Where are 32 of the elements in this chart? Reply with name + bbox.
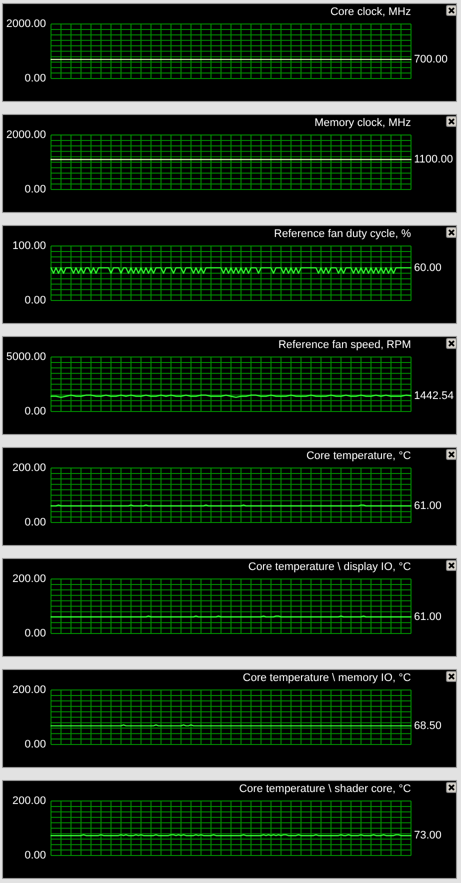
y-tick-label: 200.00 [12, 684, 46, 696]
y-tick-label: 0.00 [24, 850, 46, 862]
data-label: 1442.54 [414, 390, 454, 402]
chart-title: Core temperature \ shader core, °C [239, 783, 412, 795]
y-tick-label: 0.00 [24, 516, 46, 528]
y-tick-label: 2000.00 [6, 129, 46, 141]
y-tick-label: 5000.00 [6, 351, 46, 363]
y-tick-label: 0.00 [24, 294, 46, 306]
data-label: 700.00 [414, 53, 448, 66]
chart-title: Core clock, MHz [330, 6, 411, 18]
y-tick-label: 2000.00 [6, 18, 46, 30]
data-label: 68.50 [414, 720, 442, 732]
y-tick-label: 100.00 [12, 240, 46, 252]
chart-title: Core temperature \ display IO, °C [248, 561, 412, 573]
y-tick-label: 0.00 [24, 628, 46, 640]
data-label: 60.00 [414, 262, 442, 274]
chart-title: Memory clock, MHz [314, 117, 411, 129]
y-tick-label: 0.00 [24, 72, 46, 84]
data-label: 73.00 [414, 830, 442, 842]
data-label: 61.00 [414, 500, 442, 512]
y-tick-label: 200.00 [12, 462, 46, 474]
y-tick-label: 200.00 [12, 795, 46, 807]
y-tick-label: 0.00 [24, 406, 46, 418]
chart-title: Core temperature, °C [306, 450, 412, 462]
y-tick-label: 0.00 [24, 738, 46, 750]
data-label: 61.00 [414, 610, 442, 623]
chart-title: Core temperature \ memory IO, °C [242, 672, 412, 684]
chart-title: Reference fan speed, RPM [278, 339, 411, 351]
chart-title: Reference fan duty cycle, % [274, 228, 412, 240]
y-tick-label: 0.00 [24, 184, 46, 196]
data-label: 1100.00 [414, 154, 453, 166]
y-tick-label: 200.00 [12, 573, 46, 585]
